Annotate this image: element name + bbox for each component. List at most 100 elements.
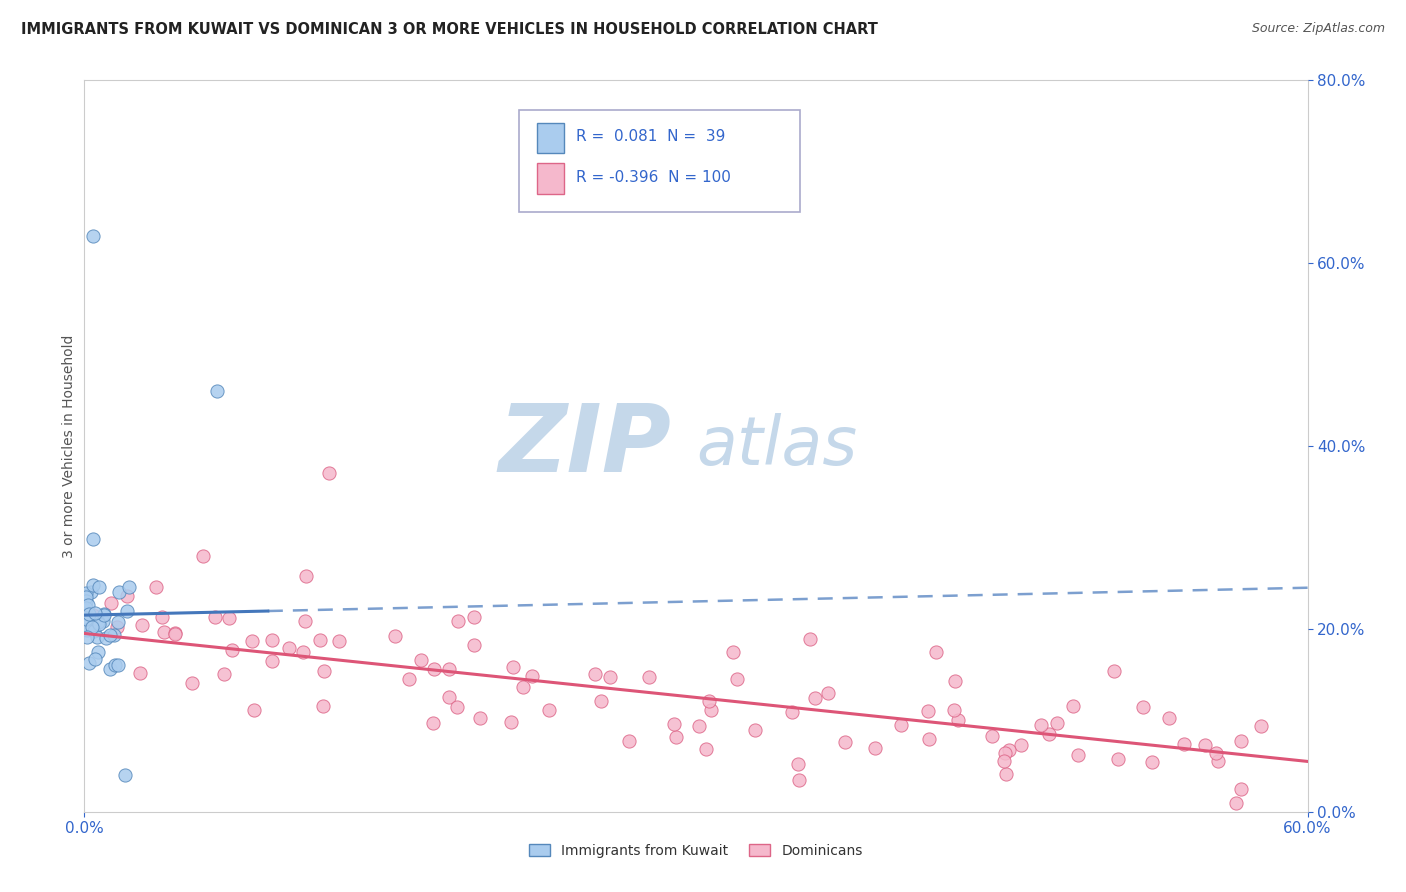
Point — [799, 632, 821, 647]
Point — [150, 610, 173, 624]
Text: Source: ZipAtlas.com: Source: ZipAtlas.com — [1251, 22, 1385, 36]
Point — [115, 604, 138, 618]
Point — [107, 585, 129, 599]
Point — [87, 615, 110, 630]
Point — [463, 638, 485, 652]
Point — [1250, 719, 1272, 733]
Point — [75, 594, 97, 608]
Point — [75, 586, 97, 600]
Point — [583, 666, 606, 681]
Point — [1102, 665, 1125, 679]
Point — [1010, 739, 1032, 753]
Point — [787, 772, 810, 787]
Point — [204, 609, 226, 624]
Point — [522, 669, 544, 683]
Point — [77, 612, 100, 626]
Point — [502, 660, 524, 674]
Point — [501, 715, 523, 730]
Point — [804, 690, 827, 705]
Point — [77, 657, 100, 671]
Point — [98, 662, 121, 676]
Point — [107, 658, 129, 673]
Point — [328, 634, 350, 648]
Point — [924, 645, 946, 659]
Point — [695, 741, 717, 756]
Point — [87, 645, 110, 659]
Point — [93, 615, 115, 629]
Point — [77, 607, 100, 621]
Point — [619, 734, 641, 748]
Point — [512, 680, 534, 694]
Point — [437, 662, 460, 676]
Point — [943, 673, 966, 688]
Point — [780, 706, 803, 720]
Point — [1229, 781, 1251, 796]
Text: R = -0.396  N = 100: R = -0.396 N = 100 — [576, 170, 731, 185]
Point — [104, 657, 127, 672]
Point — [981, 729, 1004, 743]
Point — [1205, 746, 1227, 760]
Point — [398, 672, 420, 686]
Point — [744, 723, 766, 738]
Point — [688, 719, 710, 733]
Legend: Immigrants from Kuwait, Dominicans: Immigrants from Kuwait, Dominicans — [524, 838, 868, 863]
Point — [1225, 796, 1247, 810]
Point — [86, 630, 108, 644]
Point — [318, 467, 340, 481]
Point — [131, 617, 153, 632]
FancyBboxPatch shape — [519, 110, 800, 212]
Text: atlas: atlas — [696, 413, 858, 479]
Point — [665, 730, 688, 744]
Point — [1132, 700, 1154, 714]
Point — [114, 768, 136, 782]
Point — [834, 735, 856, 749]
Point — [538, 703, 561, 717]
Point — [77, 598, 100, 612]
Point — [308, 633, 330, 648]
Y-axis label: 3 or more Vehicles in Household: 3 or more Vehicles in Household — [62, 334, 76, 558]
Point — [994, 766, 1017, 780]
Point — [946, 713, 969, 727]
Text: ZIP: ZIP — [499, 400, 672, 492]
Point — [1066, 748, 1088, 763]
Point — [470, 711, 492, 725]
Point — [721, 645, 744, 659]
Point — [93, 607, 115, 621]
Point — [1038, 727, 1060, 741]
Point — [295, 569, 318, 583]
Point — [105, 620, 128, 634]
Point — [117, 589, 139, 603]
Point — [107, 615, 129, 630]
Point — [84, 652, 107, 666]
Point — [1208, 755, 1230, 769]
Point — [409, 653, 432, 667]
Point — [82, 532, 104, 546]
Point — [118, 580, 141, 594]
Point — [76, 623, 98, 637]
Point — [129, 665, 152, 680]
Point — [94, 631, 117, 645]
Point — [100, 596, 122, 610]
Point — [84, 606, 107, 620]
Point — [697, 693, 720, 707]
Point — [1173, 737, 1195, 751]
Point — [437, 690, 460, 704]
Point — [943, 704, 966, 718]
Point — [262, 632, 284, 647]
Point — [163, 627, 186, 641]
Point — [423, 662, 446, 676]
Point — [82, 620, 104, 634]
Point — [82, 578, 104, 592]
Text: IMMIGRANTS FROM KUWAIT VS DOMINICAN 3 OR MORE VEHICLES IN HOUSEHOLD CORRELATION : IMMIGRANTS FROM KUWAIT VS DOMINICAN 3 OR… — [21, 22, 877, 37]
Point — [993, 754, 1015, 768]
FancyBboxPatch shape — [537, 163, 564, 194]
Point — [1031, 718, 1053, 732]
Point — [93, 608, 115, 623]
Point — [243, 703, 266, 717]
Point — [589, 694, 612, 708]
Point — [294, 614, 316, 628]
Point — [87, 580, 110, 594]
Point — [291, 645, 314, 659]
FancyBboxPatch shape — [537, 123, 564, 153]
Point — [278, 641, 301, 656]
